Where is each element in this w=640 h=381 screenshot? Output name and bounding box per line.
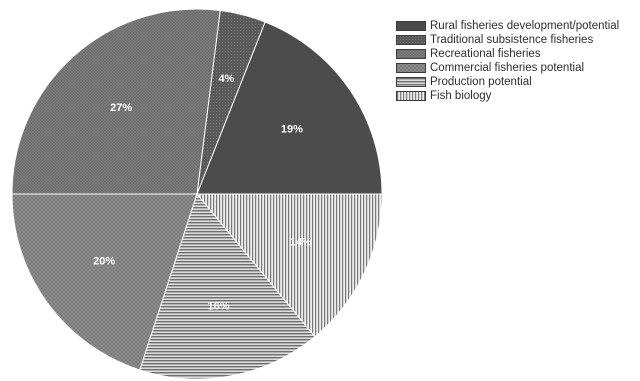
legend-item-fish-biology: Fish biology bbox=[396, 90, 636, 102]
legend-swatch-recreational bbox=[396, 49, 426, 59]
legend-label-fish-biology: Fish biology bbox=[430, 90, 492, 102]
legend-swatch-commercial bbox=[396, 63, 426, 73]
legend-item-rural-fisheries: Rural fisheries development/potential bbox=[396, 20, 636, 32]
pie-value-labels: 19% 4% 27% 20% 16% 14% bbox=[93, 73, 312, 312]
legend-label-recreational: Recreational fisheries bbox=[430, 48, 541, 60]
legend-swatch-traditional-subsistence bbox=[396, 35, 426, 45]
pie-slices bbox=[11, 8, 383, 380]
slice-value-label-production: 16% bbox=[207, 301, 229, 313]
legend-label-production: Production potential bbox=[430, 76, 532, 88]
slice-value-label-rural-fisheries: 19% bbox=[281, 123, 303, 135]
legend-item-commercial: Commercial fisheries potential bbox=[396, 62, 636, 74]
legend-swatch-fish-biology bbox=[396, 91, 426, 101]
legend-item-recreational: Recreational fisheries bbox=[396, 48, 636, 60]
legend-item-production: Production potential bbox=[396, 76, 636, 88]
pie-chart: 19% 4% 27% 20% 16% 14% bbox=[11, 8, 383, 380]
legend-swatch-rural-fisheries bbox=[396, 21, 426, 31]
legend-item-traditional-subsistence: Traditional subsistence fisheries bbox=[396, 34, 636, 46]
legend-label-rural-fisheries: Rural fisheries development/potential bbox=[430, 20, 620, 32]
pie-slice-recreational bbox=[11, 8, 221, 195]
pie-slice-rural-fisheries bbox=[196, 21, 383, 195]
pie-slice-fish-biology bbox=[195, 193, 383, 338]
legend: Rural fisheries development/potential Tra… bbox=[396, 20, 636, 104]
slice-value-label-commercial: 20% bbox=[93, 255, 115, 267]
pie-slice-commercial bbox=[11, 193, 198, 371]
legend-swatch-production bbox=[396, 77, 426, 87]
legend-label-traditional-subsistence: Traditional subsistence fisheries bbox=[430, 34, 594, 46]
legend-label-commercial: Commercial fisheries potential bbox=[430, 62, 585, 74]
slice-value-label-fish-biology: 14% bbox=[290, 237, 312, 249]
slice-value-label-traditional-subsistence: 4% bbox=[218, 73, 234, 85]
slice-value-label-recreational: 27% bbox=[110, 102, 132, 114]
pie-slice-production bbox=[139, 192, 316, 380]
